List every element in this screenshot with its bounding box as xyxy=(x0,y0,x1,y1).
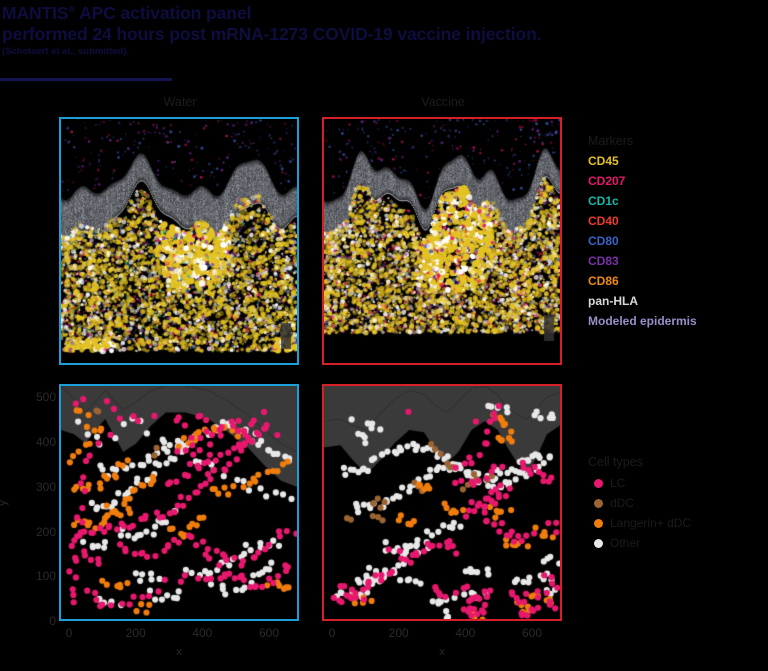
y-axis-tick: 0 xyxy=(49,614,56,628)
cell-type-legend-item: Other xyxy=(594,536,768,550)
x-axis-tick: 600 xyxy=(258,626,280,640)
marker-legend-item: CD80 xyxy=(588,234,619,248)
x-axis-tick: 200 xyxy=(388,626,409,640)
x-axis-tick: 400 xyxy=(192,626,213,640)
cell-type-label: LC xyxy=(610,476,626,490)
marker-legend-item: CD207 xyxy=(588,174,626,188)
y-axis-tick: 500 xyxy=(35,390,56,405)
microscopy-canvas-water xyxy=(61,119,297,363)
cell-types-legend-title: Cell types xyxy=(588,455,643,469)
cell-type-legend-item: LC xyxy=(594,476,768,490)
y-axis: y 0 100 200 300 400 500 xyxy=(0,384,56,628)
y-axis-tick: 400 xyxy=(35,435,56,450)
figure-header: MANTIS® APC activation panel performed 2… xyxy=(0,0,768,90)
microscopy-image-vaccine xyxy=(322,117,562,365)
cell-type-label: dDC xyxy=(610,496,635,510)
scatter-plot-vaccine xyxy=(322,384,562,621)
x-axis-water: 0 200 400 600 xyxy=(59,626,299,644)
microscopy-canvas-vaccine xyxy=(324,119,560,363)
x-axis-label-vaccine: x xyxy=(439,646,445,658)
cell-type-color-swatch xyxy=(594,518,603,528)
markers-legend-list: CD45 CD207 CD1c CD40 CD80 CD83 CD86 pan-HLA Mode… xyxy=(588,155,768,327)
figure-title-suffix: APC activation panel xyxy=(75,3,252,23)
cell-type-color-swatch xyxy=(594,538,603,548)
x-axis-tick: 0 xyxy=(328,626,336,640)
y-axis-tick: 300 xyxy=(35,479,56,494)
y-axis-tick: 100 xyxy=(35,569,56,584)
x-axis-tick: 400 xyxy=(455,626,476,640)
scatter-canvas-vaccine xyxy=(324,386,560,619)
scatter-plot-water xyxy=(59,384,299,621)
marker-legend-item: CD45 xyxy=(588,154,619,168)
cell-type-color-swatch xyxy=(594,478,603,488)
marker-legend-item: pan-HLA xyxy=(588,294,638,308)
cell-type-legend-item: Langerin+ dDC xyxy=(594,516,768,530)
cell-type-label: Other xyxy=(610,536,641,550)
figure-title-line-1: MANTIS® APC activation panel xyxy=(2,3,251,24)
markers-legend-title: Markers xyxy=(588,134,634,148)
y-axis-label: y xyxy=(0,500,9,506)
marker-legend-item: CD40 xyxy=(588,214,619,228)
panel-title-vaccine: Vaccine xyxy=(421,95,465,109)
registered-trademark-icon: ® xyxy=(68,4,76,15)
marker-legend-item: Modeled epidermis xyxy=(588,314,697,328)
marker-legend-item: CD1c xyxy=(588,194,619,208)
x-axis-tick: 600 xyxy=(521,626,543,640)
marker-legend-item: CD83 xyxy=(588,254,619,268)
markers-legend: Markers CD45 CD207 CD1c CD40 CD80 CD83 CD86 pan… xyxy=(588,134,768,335)
y-axis-tick: 200 xyxy=(35,524,56,539)
cell-types-legend: Cell types LC dDC Langerin+ dDC Other xyxy=(588,455,768,556)
x-axis-label-water: x xyxy=(176,646,182,658)
cell-types-legend-list: LC dDC Langerin+ dDC Other xyxy=(588,476,768,550)
marker-legend-item: CD86 xyxy=(588,274,619,288)
cell-type-legend-item: dDC xyxy=(594,496,768,510)
header-divider xyxy=(0,78,172,81)
figure-citation: (Scholaert et al., submitted). xyxy=(2,46,130,57)
x-axis-tick: 200 xyxy=(125,626,146,640)
panel-title-water: Water xyxy=(163,95,197,109)
scatter-canvas-water xyxy=(61,386,297,619)
cell-type-label: Langerin+ dDC xyxy=(610,516,692,530)
figure-title-line-2: performed 24 hours post mRNA-1273 COVID-… xyxy=(2,24,542,44)
cell-type-color-swatch xyxy=(594,498,603,508)
x-axis-tick: 0 xyxy=(65,626,73,640)
x-axis-vaccine: 0 200 400 600 xyxy=(322,626,562,644)
microscopy-image-water xyxy=(59,117,299,365)
figure-title-brand: MANTIS xyxy=(2,3,69,23)
